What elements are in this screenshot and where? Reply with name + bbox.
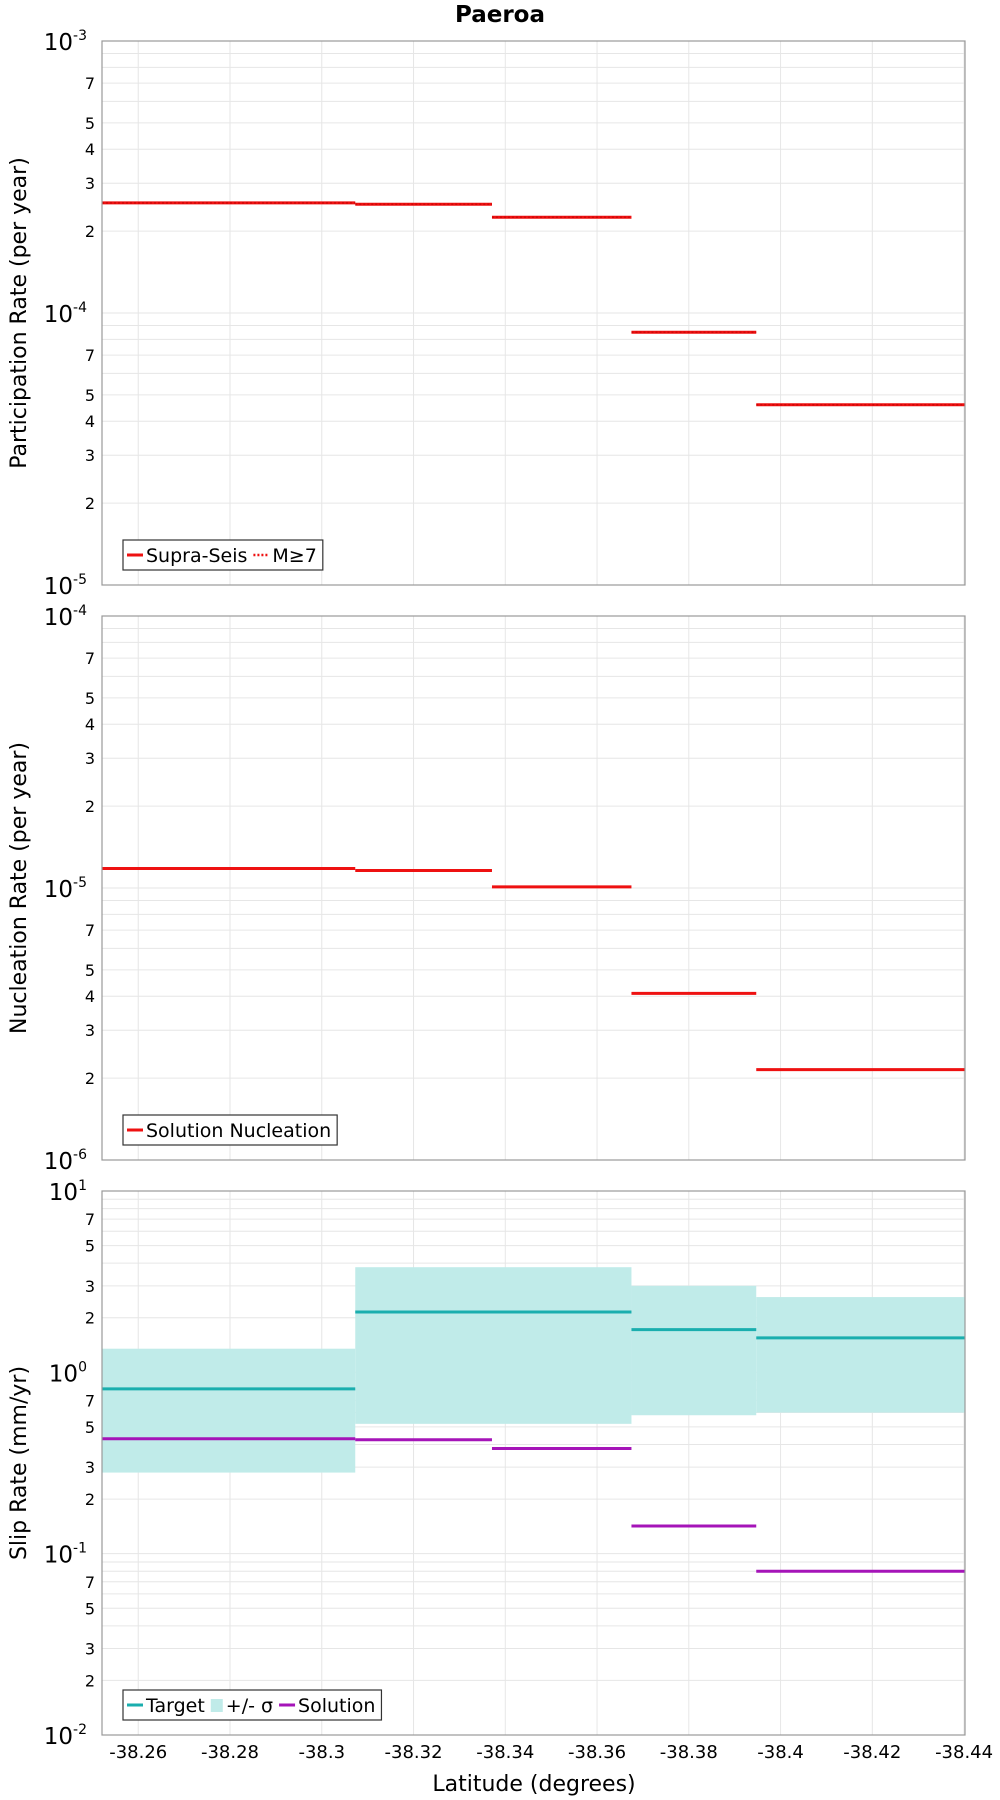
legend-label: M≥7 xyxy=(272,545,316,567)
legend-label: +/- σ xyxy=(226,1695,273,1717)
y-tick-label: 7 xyxy=(85,649,95,668)
y-tick-label: 5 xyxy=(85,1237,95,1256)
y-decade-label: 10-3 xyxy=(44,28,87,56)
sigma-band xyxy=(355,1267,632,1424)
chart-panels: 10-5 10-4 10-3 2 3 4 5 7 2 3 4 5 7 Participation Rate… xyxy=(7,28,993,1763)
x-tick-label: -38.38 xyxy=(660,1742,718,1763)
plot-frame xyxy=(101,615,966,1161)
y-tick-label: 3 xyxy=(85,446,95,465)
y-tick-label: 2 xyxy=(85,1490,95,1509)
y-tick-label: 5 xyxy=(85,114,95,133)
panel-2: 10-6 10-5 10-4 2 3 4 5 7 2 3 4 5 7 Nucleation Rate (p… xyxy=(7,603,966,1175)
y-tick-label: 7 xyxy=(85,74,95,93)
plot-frame xyxy=(101,40,966,586)
x-tick-label: -38.28 xyxy=(201,1742,259,1763)
legend-box xyxy=(122,1689,383,1721)
legend-label: Solution Nucleation xyxy=(146,1120,331,1142)
y-tick-label: 5 xyxy=(85,386,95,405)
y-tick-label: 3 xyxy=(85,1277,95,1296)
panel-3: 10-2 10-1 100 101 2 3 5 7 2 3 5 7 2 3 5 7 Slip Rate (mm/… xyxy=(7,1178,966,1750)
y-tick-label: 2 xyxy=(85,222,95,241)
y-tick-label: 7 xyxy=(85,1210,95,1229)
x-axis-label: Latitude (degrees) xyxy=(432,1772,635,1797)
y-decade-label: 10-4 xyxy=(44,603,87,631)
y-tick-label: 2 xyxy=(85,1309,95,1328)
legend: Supra-Seis M≥7 xyxy=(122,539,324,571)
y-tick-label: 2 xyxy=(85,1069,95,1088)
panel-1: 10-5 10-4 10-3 2 3 4 5 7 2 3 4 5 7 Participation Rate… xyxy=(7,28,966,600)
y-tick-label: 2 xyxy=(85,797,95,816)
y-axis-label: Participation Rate (per year) xyxy=(7,157,32,469)
y-tick-label: 2 xyxy=(85,1671,95,1690)
y-tick-label: 7 xyxy=(85,921,95,940)
y-decade-label: 10-5 xyxy=(44,572,87,600)
y-decade-label: 100 xyxy=(49,1359,87,1387)
x-tick-label: -38.44 xyxy=(935,1742,993,1763)
y-tick-label: 4 xyxy=(85,140,95,159)
legend-box xyxy=(122,1114,338,1146)
x-tick-label: -38.3 xyxy=(298,1742,345,1763)
x-tick-label: -38.34 xyxy=(476,1742,534,1763)
y-decade-label: 10-2 xyxy=(44,1722,87,1750)
x-tick-label: -38.32 xyxy=(385,1742,443,1763)
sigma-band xyxy=(756,1297,965,1413)
y-tick-label: 5 xyxy=(85,689,95,708)
chart-title: Paeroa xyxy=(455,2,545,28)
y-decade-label: 10-4 xyxy=(44,300,87,328)
y-axis-label: Slip Rate (mm/yr) xyxy=(7,1366,32,1560)
x-tick-label: -38.26 xyxy=(109,1742,167,1763)
y-tick-label: 4 xyxy=(85,412,95,431)
y-decade-label: 101 xyxy=(49,1178,87,1206)
y-decade-label: 10-5 xyxy=(44,875,87,903)
y-tick-label: 7 xyxy=(85,346,95,365)
legend-swatch xyxy=(210,1699,223,1712)
y-tick-label: 5 xyxy=(85,1418,95,1437)
legend-label: Target xyxy=(145,1695,205,1717)
sigma-band xyxy=(102,1348,356,1473)
sigma-band xyxy=(631,1285,757,1416)
x-tick-label: -38.42 xyxy=(843,1742,901,1763)
legend-label: Solution xyxy=(298,1695,375,1717)
y-tick-label: 2 xyxy=(85,494,95,513)
legend-label: Supra-Seis xyxy=(146,545,247,567)
y-axis-label: Nucleation Rate (per year) xyxy=(7,742,32,1034)
y-tick-label: 3 xyxy=(85,1021,95,1040)
y-tick-label: 4 xyxy=(85,715,95,734)
y-tick-label: 4 xyxy=(85,987,95,1006)
y-tick-label: 3 xyxy=(85,1458,95,1477)
y-tick-label: 7 xyxy=(85,1573,95,1592)
y-tick-label: 3 xyxy=(85,1639,95,1658)
y-tick-label: 3 xyxy=(85,174,95,193)
x-tick-label: -38.4 xyxy=(757,1742,804,1763)
y-tick-label: 3 xyxy=(85,749,95,768)
y-tick-label: 7 xyxy=(85,1391,95,1410)
plot-frame xyxy=(101,1190,966,1736)
legend: Solution Nucleation xyxy=(122,1114,338,1146)
y-decade-label: 10-1 xyxy=(44,1541,87,1569)
y-tick-label: 5 xyxy=(85,961,95,980)
y-tick-label: 5 xyxy=(85,1599,95,1618)
legend: Target +/- σ Solution xyxy=(122,1689,383,1721)
y-decade-label: 10-6 xyxy=(44,1147,87,1175)
legend-box xyxy=(122,539,324,571)
x-tick-label: -38.36 xyxy=(568,1742,626,1763)
